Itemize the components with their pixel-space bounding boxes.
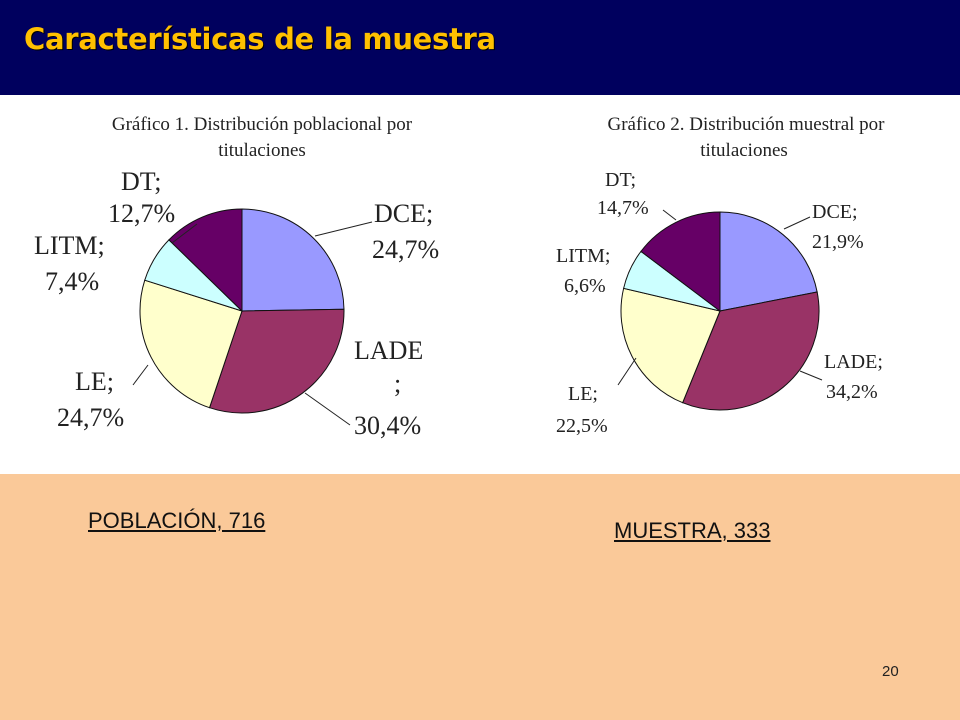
slide-header: Características de la muestra (0, 0, 960, 95)
chart1-label-dce-name: DCE; (374, 199, 433, 228)
pie-slice-lade (208, 308, 345, 414)
sample-count-label: MUESTRA, 333 (614, 518, 771, 543)
chart1-label-lade-value: 30,4% (354, 411, 421, 440)
chart1-leader-le (132, 364, 149, 386)
chart1-label-litm-value: 7,4% (45, 267, 99, 296)
chart1-label-lade-name: LADE (354, 336, 423, 365)
chart2-leader-dce (783, 216, 811, 230)
population-count-label: POBLACIÓN, 716 (88, 508, 266, 533)
chart2-label-dce-name: DCE; (812, 201, 858, 223)
chart1-label-lade-extra: ; (394, 369, 401, 398)
chart-population: Gráfico 1. Distribución poblacional por … (34, 114, 439, 440)
chart2-label-litm-value: 6,6% (564, 275, 606, 297)
chart1-leader-dce (314, 221, 373, 237)
chart1-label-le-name: LE; (75, 367, 114, 396)
chart1-label-dce-value: 24,7% (372, 235, 439, 264)
chart1-label-dt-value: 12,7% (108, 199, 175, 228)
chart1-leader-dt (171, 223, 198, 244)
chart2-label-lade-name: LADE; (824, 351, 883, 373)
chart2-leader-dt (662, 209, 677, 221)
chart1-leader-lade (304, 392, 351, 426)
chart2-label-dce-value: 21,9% (812, 231, 864, 253)
pie-slice-dce (241, 208, 345, 312)
chart2-label-le-name: LE; (568, 383, 598, 405)
pie-slice-le (139, 279, 243, 409)
chart1-label-dt-name: DT; (121, 167, 161, 196)
chart2-title-line1: Gráfico 2. Distribución muestral por (607, 114, 885, 135)
pie-slice-le (620, 287, 721, 404)
pie-slice-dt (168, 208, 243, 313)
chart2-title-line2: titulaciones (700, 140, 788, 161)
chart2-label-litm-name: LITM; (556, 245, 610, 267)
chart1-label-le-value: 24,7% (57, 403, 124, 432)
chart1-title-line1: Gráfico 1. Distribución poblacional por (112, 114, 413, 135)
pie-slice-dt (640, 211, 721, 313)
chart2-label-dt-name: DT; (605, 169, 636, 191)
chart2-leader-le (617, 357, 637, 386)
chart2-label-le-value: 22,5% (556, 415, 608, 437)
slide-title: Características de la muestra (24, 22, 496, 56)
chart2-label-lade-value: 34,2% (826, 381, 878, 403)
page-number: 20 (882, 663, 899, 680)
bottom-area (0, 474, 960, 720)
chart1-pie (139, 208, 345, 414)
pie-slice-lade (681, 291, 820, 411)
pie-slice-dce (719, 211, 818, 312)
chart2-leader-lade (799, 370, 823, 381)
chart1-title-line2: titulaciones (218, 140, 306, 161)
panel-divider (488, 95, 490, 474)
chart-sample: Gráfico 2. Distribución muestral por tit… (556, 114, 885, 437)
chart2-label-dt-value: 14,7% (597, 197, 649, 219)
chart1-label-litm-name: LITM; (34, 231, 105, 260)
chart2-pie (620, 211, 820, 411)
